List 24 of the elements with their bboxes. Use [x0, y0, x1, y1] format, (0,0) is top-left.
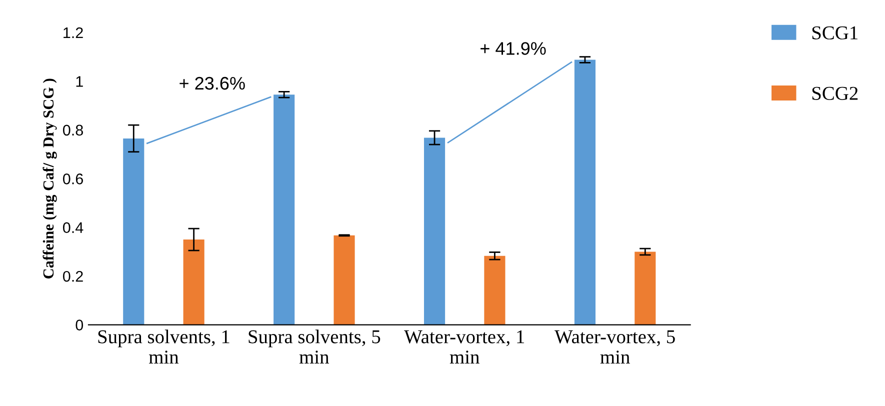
bar [634, 252, 656, 325]
bar [334, 235, 355, 325]
legend-label: SCG2 [812, 86, 858, 100]
annotation: + 41.9% [480, 42, 546, 55]
annotation: + 23.6% [180, 76, 245, 90]
y-tick-label: 0.2 [63, 270, 83, 282]
bar [574, 60, 596, 325]
x-tick-label: Supra solvents, 5 min [248, 330, 380, 364]
x-tick-label: Water-vortex, 1 min [404, 330, 524, 364]
bar [123, 138, 144, 325]
y-tick-label: 0.6 [63, 174, 83, 184]
x-tick-label: Water-vortex, 5 min [554, 330, 675, 364]
bar [274, 94, 295, 325]
y-axis-title: Caffeine (mg Caf/ g Dry SCG ) [42, 78, 57, 278]
bar [484, 256, 506, 325]
y-tick-label: 0 [76, 320, 84, 330]
bar [424, 138, 446, 325]
y-tick-label: 0.4 [63, 222, 84, 234]
x-tick-label: Supra solvents, 1 min [98, 330, 230, 364]
legend-label: SCG1 [812, 26, 858, 40]
y-tick-label: 1.2 [64, 27, 83, 38]
y-tick-label: 0.8 [63, 124, 83, 136]
bar [183, 240, 204, 325]
y-tick-label: 1 [76, 76, 83, 87]
